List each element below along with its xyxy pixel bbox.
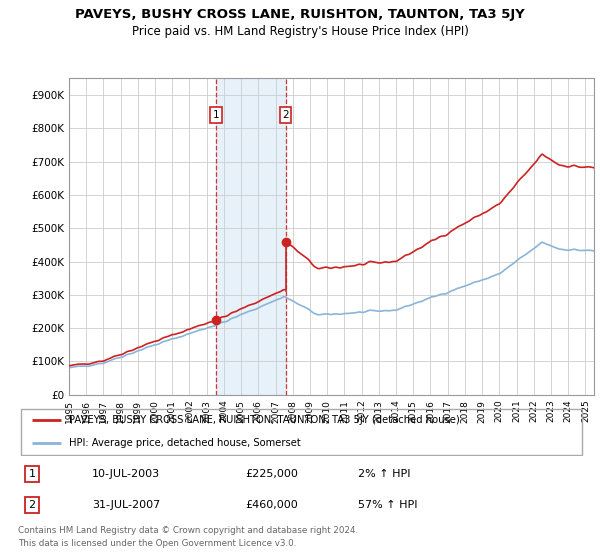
Text: 31-JUL-2007: 31-JUL-2007 <box>92 500 160 510</box>
Text: PAVEYS, BUSHY CROSS LANE, RUISHTON, TAUNTON, TA3 5JY: PAVEYS, BUSHY CROSS LANE, RUISHTON, TAUN… <box>75 8 525 21</box>
Text: 57% ↑ HPI: 57% ↑ HPI <box>358 500 418 510</box>
Bar <box>216 78 286 395</box>
Text: PAVEYS, BUSHY CROSS LANE, RUISHTON, TAUNTON, TA3 5JY (detached house): PAVEYS, BUSHY CROSS LANE, RUISHTON, TAUN… <box>69 416 460 426</box>
Text: 2: 2 <box>282 110 289 120</box>
Text: 1: 1 <box>212 110 219 120</box>
Text: Contains HM Land Registry data © Crown copyright and database right 2024.: Contains HM Land Registry data © Crown c… <box>18 526 358 535</box>
Text: 1: 1 <box>29 469 35 479</box>
Text: HPI: Average price, detached house, Somerset: HPI: Average price, detached house, Some… <box>69 438 301 448</box>
Text: 2: 2 <box>29 500 36 510</box>
Text: £460,000: £460,000 <box>245 500 298 510</box>
Text: Price paid vs. HM Land Registry's House Price Index (HPI): Price paid vs. HM Land Registry's House … <box>131 25 469 38</box>
Text: £225,000: £225,000 <box>245 469 298 479</box>
Text: 10-JUL-2003: 10-JUL-2003 <box>92 469 160 479</box>
Text: 2% ↑ HPI: 2% ↑ HPI <box>358 469 410 479</box>
Text: This data is licensed under the Open Government Licence v3.0.: This data is licensed under the Open Gov… <box>18 539 296 548</box>
